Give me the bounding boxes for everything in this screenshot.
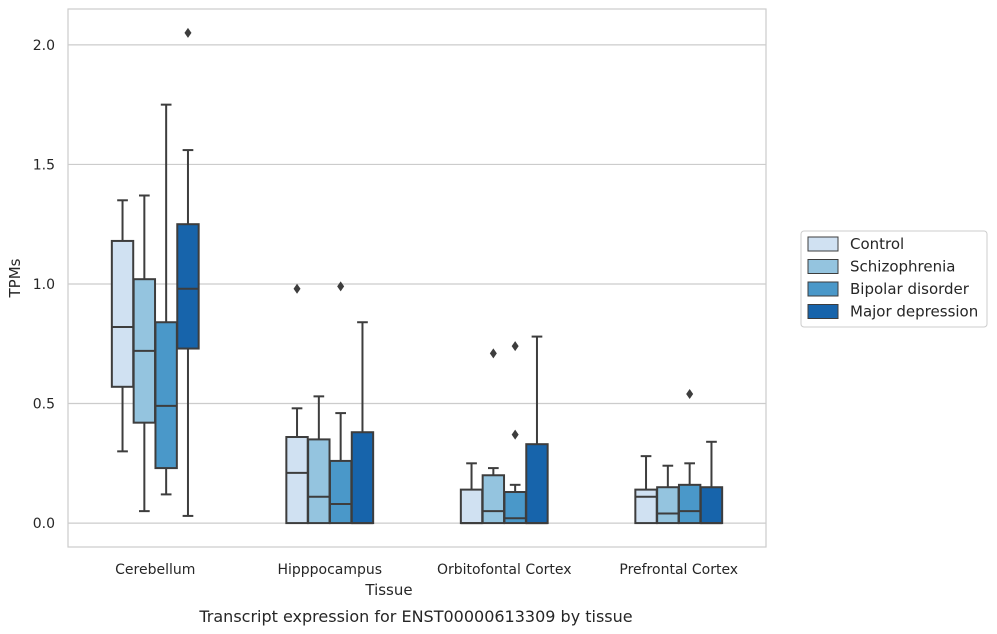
outlier-point [511, 429, 519, 440]
box-body [285, 436, 309, 525]
box-body [154, 321, 178, 470]
box-schizophrenia [656, 464, 680, 525]
box-major-depression [350, 321, 375, 525]
chart-caption: Transcript expression for ENST0000061330… [198, 607, 632, 626]
box-major-depression [176, 27, 200, 517]
legend-swatch [807, 236, 839, 252]
y-axis-title: TPMs [6, 258, 24, 298]
box-body [634, 488, 658, 525]
box-body [677, 483, 702, 525]
box-schizophrenia [481, 348, 506, 525]
box-bipolar-disorder [677, 388, 702, 525]
y-tick-label: 0.5 [33, 397, 55, 413]
legend-item: Schizophrenia [807, 258, 955, 276]
legend-swatch [807, 281, 839, 297]
box-control [110, 199, 135, 453]
y-tick-label: 2.0 [33, 38, 55, 54]
box-major-depression [699, 440, 724, 525]
legend: Control Schizophrenia Bipolar disorder Majo… [800, 230, 988, 328]
outlier-point [337, 281, 345, 292]
outlier-point [686, 388, 694, 399]
x-tick-labels: Cerebellum Hipppocampus Orbitofontal Corte… [115, 562, 738, 578]
y-tick-labels: 0.0 0.5 1.0 1.5 2.0 [33, 38, 55, 532]
box-body [459, 488, 484, 525]
outlier-point [511, 341, 519, 352]
legend-swatch [807, 259, 839, 274]
box-bipolar-disorder [503, 341, 527, 525]
legend-item: Major depression [807, 303, 978, 321]
box-body [699, 486, 724, 525]
y-tick-label: 1.5 [33, 157, 55, 173]
x-tick-label: Hipppocampus [277, 562, 382, 578]
x-tick-label: Cerebellum [115, 562, 195, 578]
outlier-point [184, 27, 192, 38]
box-body [176, 223, 200, 350]
box-bipolar-disorder [154, 103, 178, 496]
legend-label: Bipolar disorder [850, 280, 970, 298]
box-major-depression [525, 335, 549, 525]
box-schizophrenia [307, 395, 331, 525]
box-control [634, 455, 658, 525]
outlier-point [293, 283, 301, 294]
box-control [459, 462, 484, 525]
box-schizophrenia [132, 194, 157, 513]
x-tick-label: Orbitofontal Cortex [437, 562, 572, 578]
box-body [350, 431, 375, 525]
x-tick-label: Prefrontal Cortex [619, 562, 738, 578]
box-body [525, 443, 549, 525]
box-body [307, 438, 331, 525]
legend-frame [800, 230, 988, 328]
outlier-point [489, 348, 497, 359]
legend-item: Control [807, 235, 904, 253]
box-body [481, 474, 506, 525]
box-series [110, 27, 724, 525]
y-tick-label: 0.0 [33, 516, 55, 532]
legend-label: Control [850, 235, 904, 253]
y-tick-label: 1.0 [33, 277, 55, 293]
box-body [328, 459, 353, 525]
box-body [656, 486, 680, 525]
legend-swatch [807, 304, 839, 319]
legend-item: Bipolar disorder [807, 280, 970, 298]
legend-label: Major depression [850, 303, 978, 321]
box-body [110, 239, 135, 388]
x-axis-title: Tissue [364, 581, 412, 599]
legend-label: Schizophrenia [850, 258, 955, 276]
